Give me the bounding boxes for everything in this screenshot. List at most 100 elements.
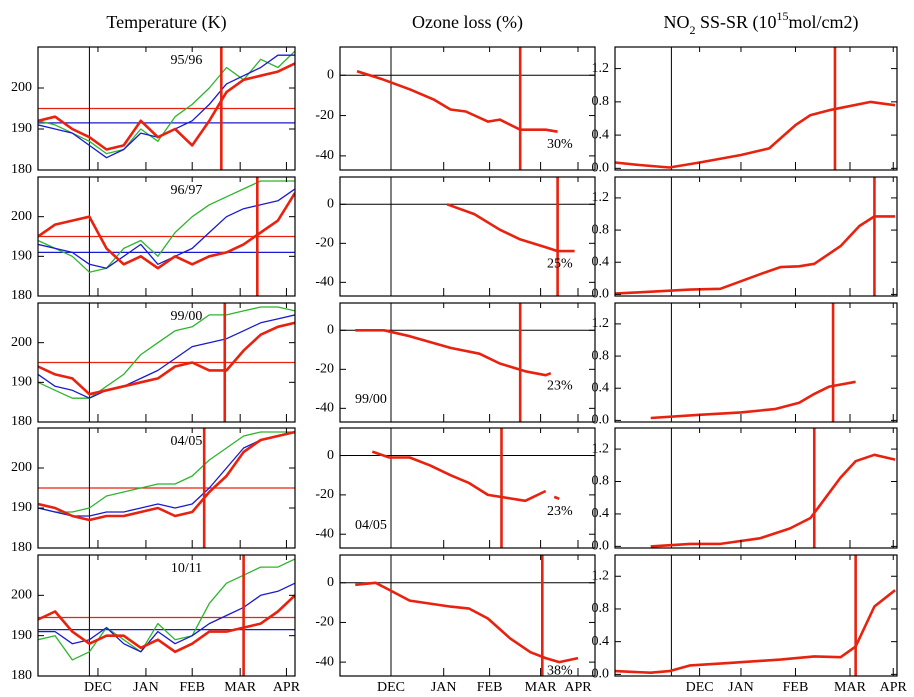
data-line (371, 450, 560, 503)
panel-frame (339, 554, 596, 677)
y-tick-label: -20 (315, 615, 334, 630)
data-line (38, 188, 295, 269)
y-tick-label: 1.2 (592, 568, 610, 583)
x-tick-label: JAN (431, 680, 457, 695)
title-part: NO (663, 12, 689, 32)
data-line (650, 380, 856, 420)
column-title: Temperature (K) (106, 12, 226, 33)
panel-frame (614, 427, 898, 549)
y-tick-label: 200 (11, 80, 32, 95)
panel-frame (37, 176, 296, 297)
y-tick-label: -20 (315, 487, 334, 502)
y-tick-label: 190 (11, 628, 32, 643)
x-tick-label: FEB (477, 680, 503, 695)
y-tick-label: 190 (11, 500, 32, 515)
y-tick-label: 0.8 (592, 222, 610, 237)
season-label: 04/05 (355, 518, 387, 533)
x-tick-label: JAN (133, 680, 159, 695)
y-tick-label: -40 (315, 401, 334, 416)
y-tick-label: -20 (315, 362, 334, 377)
x-tick-label: APR (880, 680, 908, 695)
panel-frame (339, 176, 596, 297)
season-label: 96/97 (171, 183, 203, 198)
data-line (615, 100, 896, 169)
y-tick-label: 0.4 (592, 634, 610, 649)
y-tick-label: 200 (11, 209, 32, 224)
y-tick-label: 1.2 (592, 441, 610, 456)
data-line (38, 558, 295, 661)
x-tick-label: MAR (525, 680, 558, 695)
data-line (38, 306, 295, 399)
panel (340, 303, 595, 422)
y-tick-label: 190 (11, 249, 32, 264)
data-line (38, 192, 295, 270)
x-tick-label: FEB (179, 680, 205, 695)
panel (340, 428, 595, 548)
y-tick-label: 0.8 (592, 601, 610, 616)
y-tick-label: -20 (315, 108, 334, 123)
season-label: 04/05 (171, 434, 203, 449)
panel (38, 428, 295, 548)
y-tick-label: -20 (315, 236, 334, 251)
data-line (38, 54, 295, 159)
loss-annotation: 23% (547, 378, 573, 393)
panel (615, 47, 896, 170)
x-tick-label: MAR (224, 680, 257, 695)
data-line (38, 430, 295, 522)
data-line (38, 594, 295, 654)
season-label: 95/96 (171, 53, 203, 68)
y-tick-label: 0.0 (592, 413, 610, 428)
panel-frame (37, 46, 296, 171)
data-line (446, 203, 575, 253)
y-tick-label: 190 (11, 121, 32, 136)
y-tick-label: 0 (327, 448, 334, 463)
panel (615, 177, 896, 296)
data-line (355, 329, 552, 377)
y-tick-label: 0.8 (592, 348, 610, 363)
data-line (38, 582, 295, 653)
column-title: NO2 SS-SR (1015mol/cm2) (663, 9, 858, 37)
title-part: SS-SR (10 (695, 12, 776, 33)
panel (650, 428, 896, 548)
y-tick-label: -40 (315, 275, 334, 290)
data-line (356, 69, 558, 133)
panel (38, 555, 295, 676)
y-tick-label: 0.8 (592, 94, 610, 109)
panel-frame (37, 554, 296, 677)
y-tick-label: 1.2 (592, 316, 610, 331)
season-label: 99/00 (355, 392, 387, 407)
panel (340, 555, 595, 676)
y-tick-label: -40 (315, 654, 334, 669)
panel-frame (339, 302, 596, 423)
y-tick-label: 1.2 (592, 190, 610, 205)
y-tick-label: 180 (11, 668, 32, 683)
data-line (615, 215, 896, 295)
title-part: 15 (777, 9, 789, 23)
y-tick-label: 0.0 (592, 539, 610, 554)
y-tick-label: 0.0 (592, 287, 610, 302)
panel (38, 177, 295, 296)
y-tick-label: 1.2 (592, 61, 610, 76)
season-label: 99/00 (171, 309, 203, 324)
y-tick-label: 200 (11, 588, 32, 603)
x-tick-label: FEB (783, 680, 809, 695)
panel (340, 47, 595, 170)
y-tick-label: 0 (327, 67, 334, 82)
y-tick-label: 180 (11, 540, 32, 555)
title-part: 2 (689, 23, 695, 37)
loss-annotation: 38% (547, 663, 573, 678)
data-line (38, 314, 295, 399)
y-tick-label: 0 (327, 575, 334, 590)
panel-frame (614, 554, 898, 677)
panel-frame (614, 176, 898, 297)
column-title: Ozone loss (%) (412, 12, 523, 33)
loss-annotation: 30% (547, 137, 573, 152)
data-line (355, 581, 579, 664)
data-line (38, 431, 295, 517)
data-line (38, 62, 295, 151)
panel (38, 47, 295, 170)
y-tick-label: 0.8 (592, 474, 610, 489)
y-tick-label: 190 (11, 375, 32, 390)
data-line (38, 431, 295, 513)
